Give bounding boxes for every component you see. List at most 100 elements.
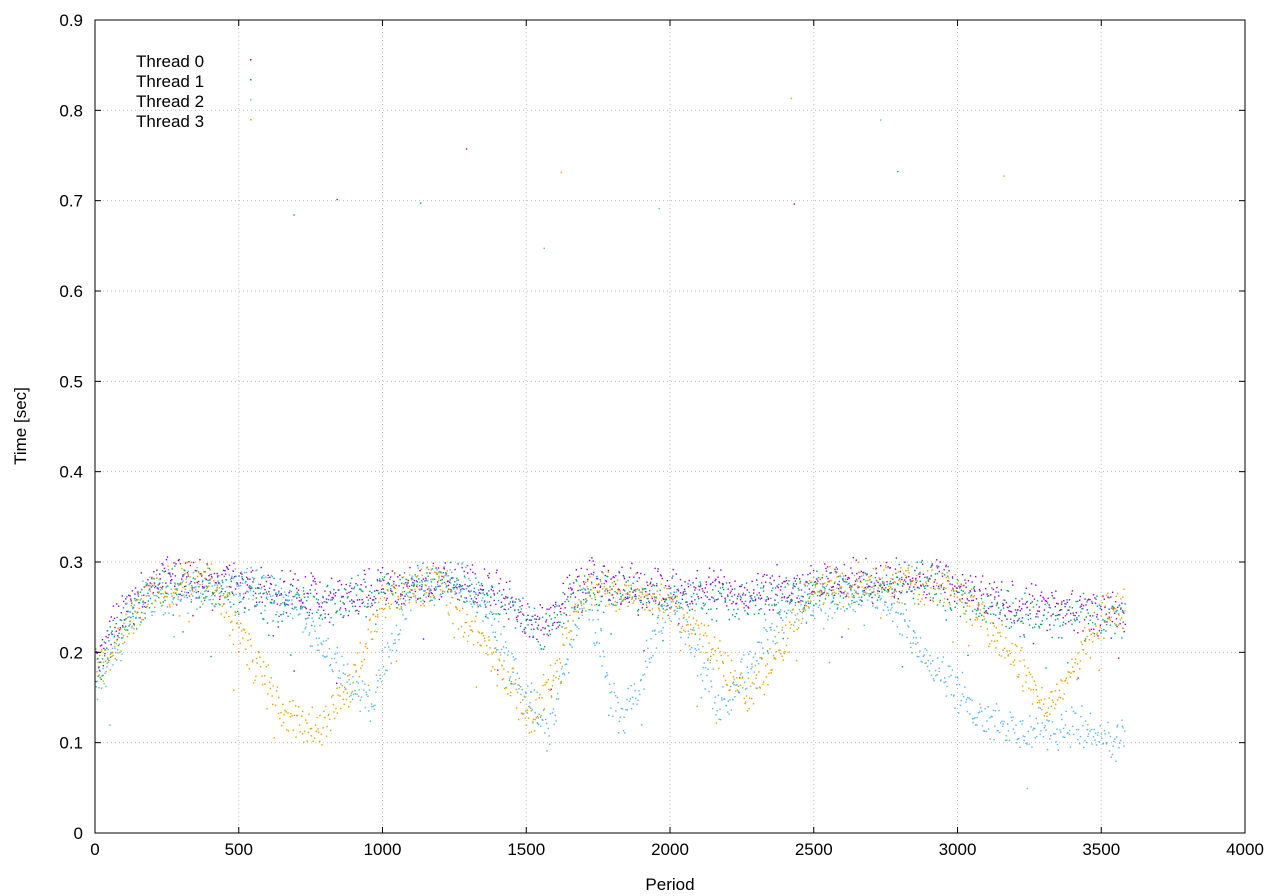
data-point [700,696,703,699]
data-point [447,590,449,592]
x-tick-label: 1000 [364,840,402,859]
data-point [462,587,464,590]
data-point [456,583,458,585]
data-point [998,654,1001,656]
data-point [1108,617,1111,620]
data-point [214,605,216,608]
data-point [729,699,731,701]
data-point [383,673,386,675]
data-point [525,619,527,622]
data-point [698,598,700,600]
data-point [175,563,177,565]
data-point [524,627,526,629]
x-tick-label: 3000 [939,840,977,859]
data-point [339,607,342,609]
data-point [785,579,788,582]
data-point [1071,607,1074,609]
data-point [721,586,724,589]
data-point [287,599,289,601]
data-point [700,607,703,609]
data-point [1031,703,1034,705]
data-point [643,573,646,576]
data-point [514,682,516,685]
data-point [1108,612,1111,614]
y-tick-label: 0.3 [59,553,83,572]
data-point [342,698,344,701]
data-point [200,573,203,575]
data-point [1022,735,1024,737]
data-point [235,575,237,577]
data-point [562,582,564,585]
data-point [460,585,463,588]
data-point [633,589,635,592]
data-point [1015,724,1017,726]
data-point [132,607,135,609]
data-point [1094,732,1097,734]
data-point [661,617,664,619]
data-point [634,594,637,596]
data-point [662,611,665,613]
data-point [168,604,171,606]
data-point [484,640,486,642]
data-point [1095,625,1097,627]
data-point [402,614,404,616]
data-point [1096,605,1099,607]
data-point [1084,638,1087,640]
data-point [382,578,384,580]
data-point [706,596,708,598]
data-point [916,567,918,569]
data-point [959,615,962,618]
data-point [955,589,958,592]
data-point [260,596,263,598]
data-point [232,603,235,606]
data-point [1036,722,1039,725]
data-point [185,585,187,587]
data-point [627,605,629,607]
data-point [823,592,825,594]
data-point [916,655,919,658]
data-point [236,622,238,625]
data-point [1054,733,1056,735]
data-point [901,576,903,579]
data-point [197,583,199,585]
data-point [717,647,720,649]
data-point [349,683,351,686]
data-point [1047,707,1050,709]
data-point [137,592,140,594]
data-point [409,574,411,576]
data-point [1033,680,1036,682]
data-point [342,691,345,693]
data-point [115,659,118,661]
data-point [261,577,263,579]
data-point [379,677,382,680]
data-point [185,578,187,580]
data-point [283,581,285,583]
data-point [1111,605,1113,607]
data-point [337,580,339,583]
data-point [1113,607,1115,609]
data-point [202,593,204,595]
data-point [1061,637,1063,639]
data-point [1057,618,1059,620]
data-point [241,582,244,584]
data-point [667,614,669,617]
data-point [401,594,403,596]
data-point [861,575,863,577]
data-point [1104,614,1107,616]
data-point [1062,736,1064,738]
data-point [1064,603,1066,605]
data-point [855,578,858,580]
data-point [945,619,947,621]
data-point [107,636,109,639]
data-point [188,583,190,586]
x-tick-label: 500 [225,840,253,859]
data-point [1106,592,1109,595]
data-point [637,610,639,612]
data-point [605,579,607,582]
data-point [558,624,561,626]
data-point [1015,614,1018,616]
data-point [501,605,504,607]
data-point [1057,749,1059,751]
data-point [627,579,629,582]
data-point [792,608,794,610]
